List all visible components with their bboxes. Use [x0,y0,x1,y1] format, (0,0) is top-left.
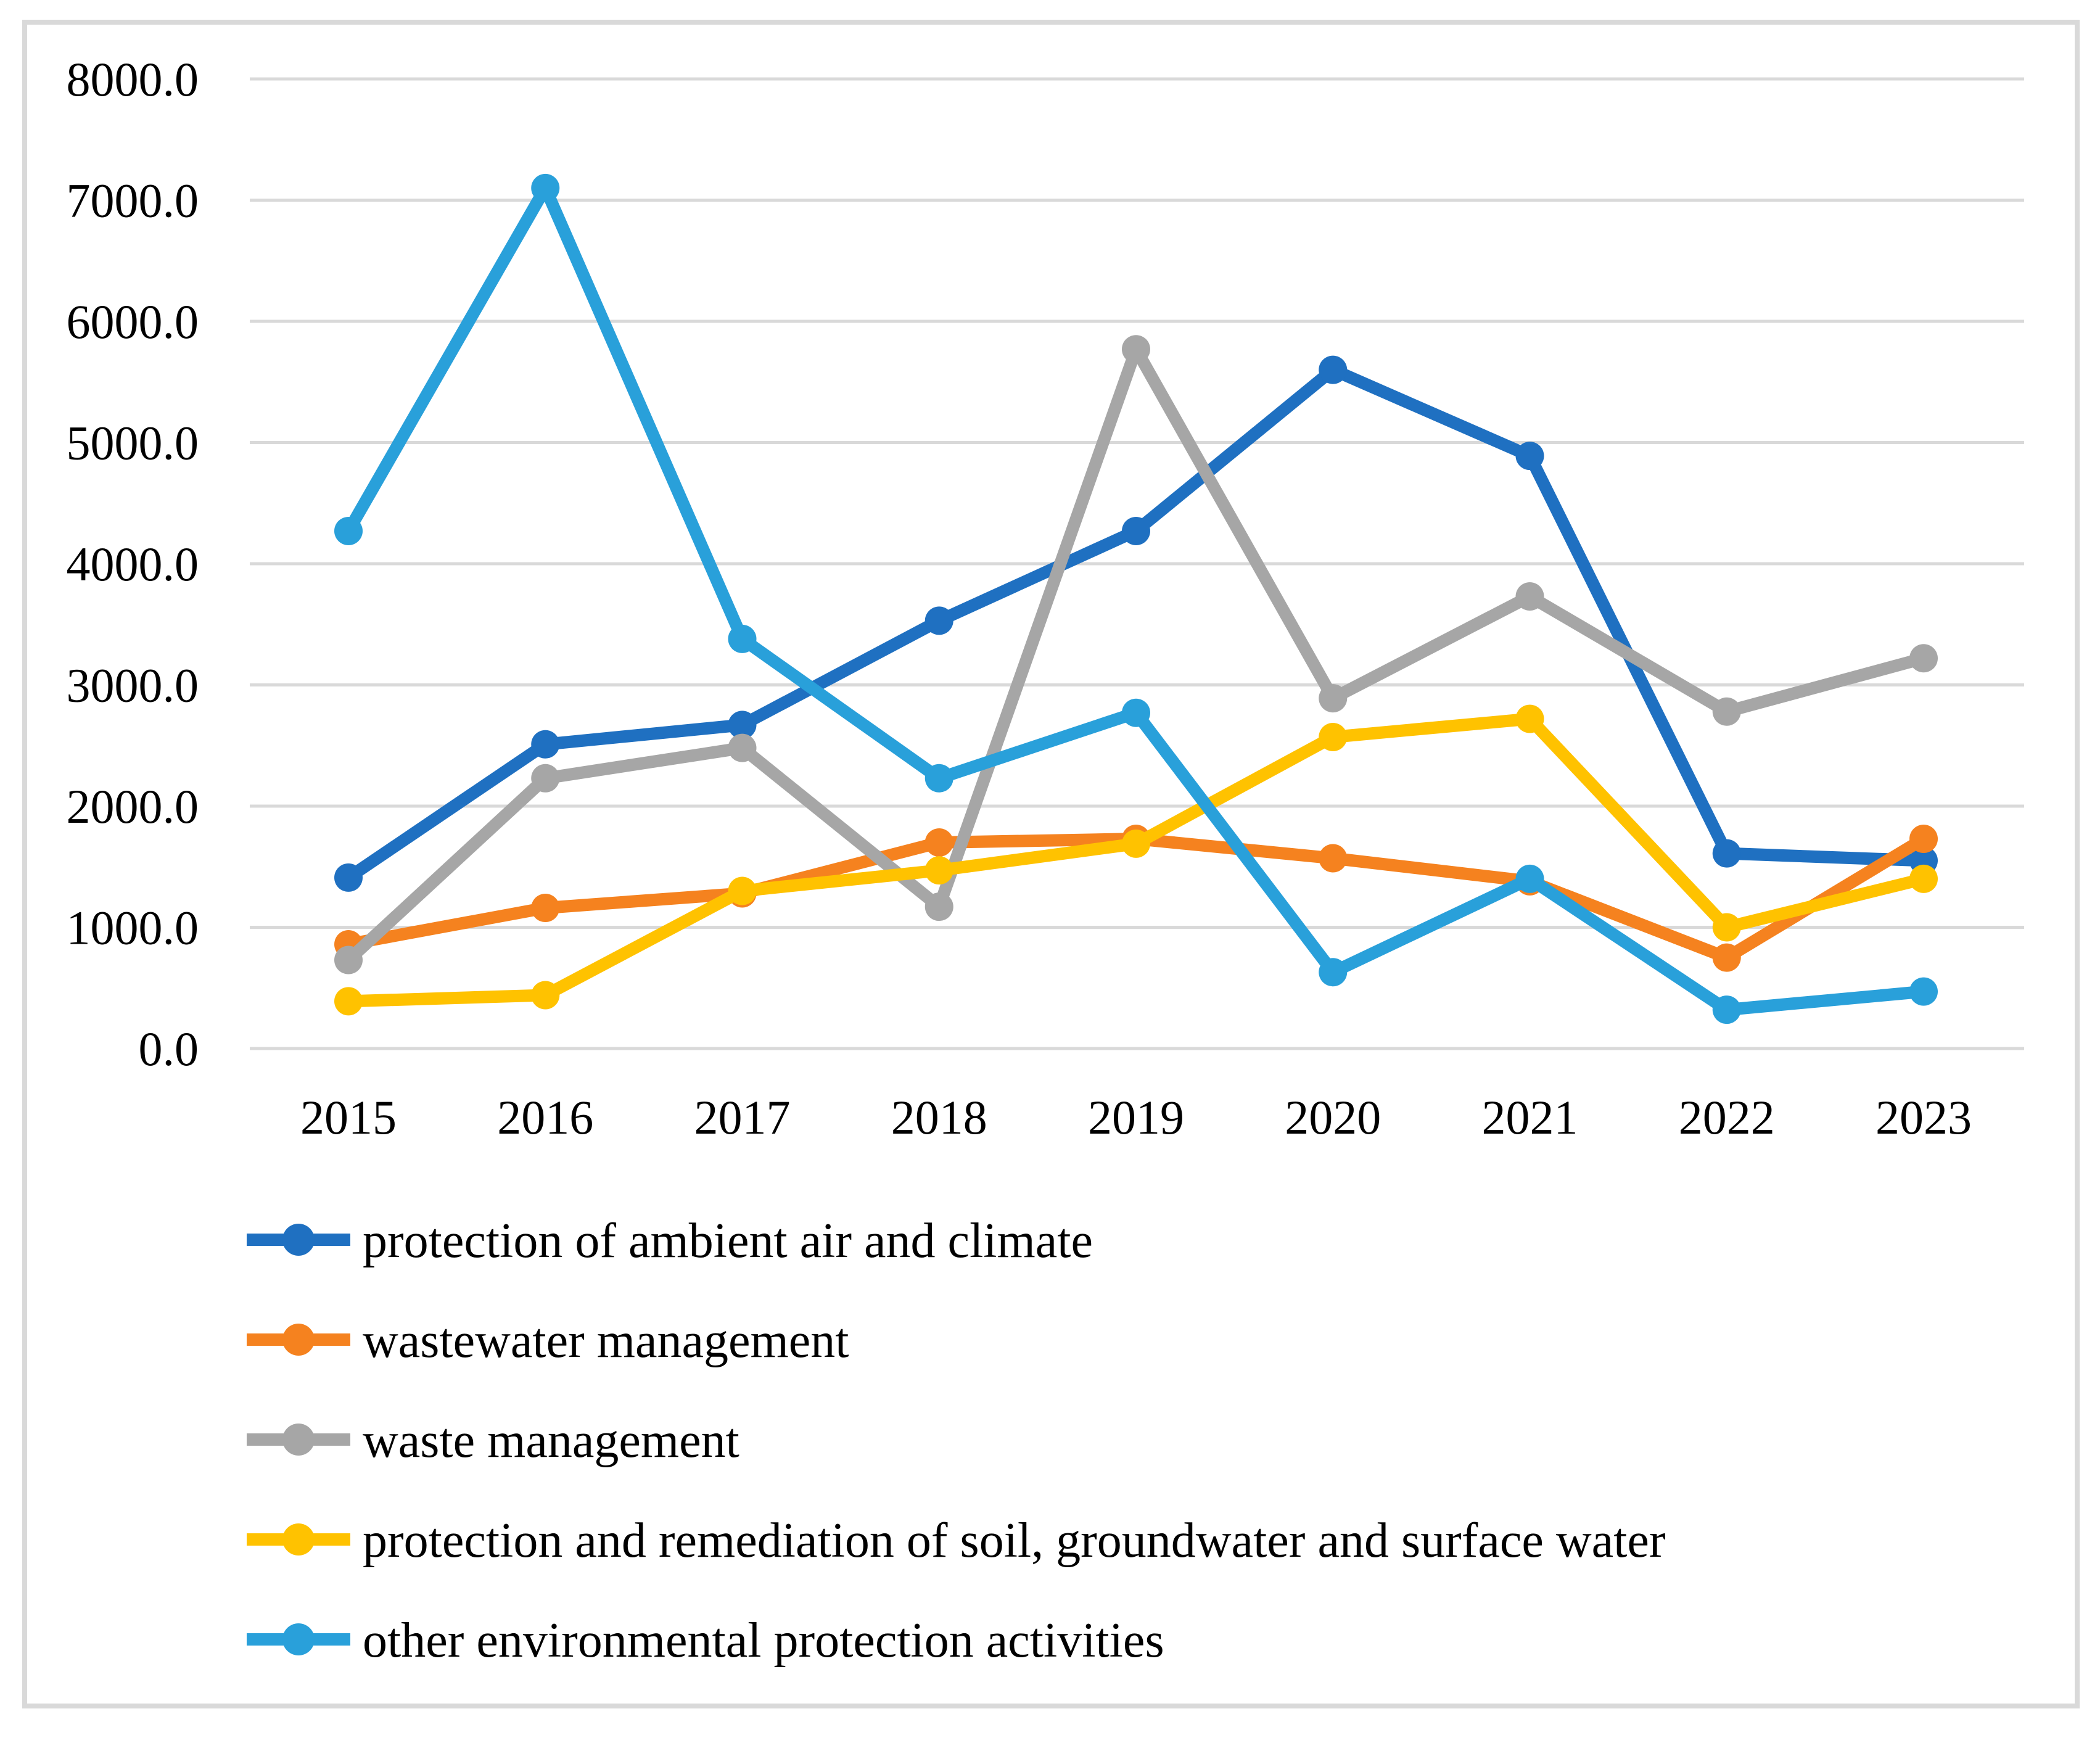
data-point-other-environmental-protection-activities-2021 [1515,864,1544,893]
data-point-other-environmental-protection-activities-2017 [728,624,757,653]
y-axis-tick-label: 8000.0 [67,52,199,106]
data-point-soil-groundwater-surface-water-2019 [1122,829,1150,858]
x-axis-label-2021: 2021 [1482,1090,1578,1144]
data-point-waste-management-2022 [1712,697,1741,726]
legend-item-soil-groundwater-surface-water: protection and remediation of soil, grou… [247,1514,1666,1568]
data-point-soil-groundwater-surface-water-2021 [1515,704,1544,733]
data-point-waste-management-2020 [1319,684,1348,713]
y-axis-tick-label: 5000.0 [67,416,199,470]
legend-label-ambient-air-and-climate: protection of ambient air and climate [363,1214,1093,1268]
x-axis-label-2022: 2022 [1679,1090,1775,1144]
y-axis-tick-label: 2000.0 [67,780,199,833]
data-point-waste-management-2018 [924,892,953,921]
data-point-soil-groundwater-surface-water-2023 [1909,864,1938,893]
legend-marker-dot-wastewater-management [282,1324,315,1356]
data-point-other-environmental-protection-activities-2020 [1319,958,1348,987]
x-axis-label-2023: 2023 [1876,1090,1972,1144]
y-axis-tick-label: 0.0 [139,1022,199,1076]
data-point-wastewater-management-2018 [924,828,953,857]
data-point-other-environmental-protection-activities-2022 [1712,995,1741,1024]
legend-marker-dot-other-environmental-protection-activities [282,1623,315,1655]
y-axis-tick-label: 4000.0 [67,537,199,591]
y-axis-tick-label: 1000.0 [67,901,199,955]
x-axis-label-2017: 2017 [694,1090,791,1144]
legend-label-waste-management: waste management [363,1414,739,1468]
data-point-ambient-air-and-climate-2021 [1515,442,1544,471]
data-point-ambient-air-and-climate-2016 [531,730,560,759]
series-waste-management [334,335,1938,975]
legend-item-wastewater-management: wastewater management [247,1314,849,1368]
x-axis-label-2019: 2019 [1088,1090,1184,1144]
data-point-waste-management-2016 [531,764,560,793]
data-point-waste-management-2021 [1515,582,1544,611]
y-axis-tick-label: 6000.0 [67,295,199,348]
legend-item-waste-management: waste management [247,1414,739,1468]
legend-marker-dot-waste-management [282,1424,315,1456]
data-point-other-environmental-protection-activities-2016 [531,173,560,202]
data-point-other-environmental-protection-activities-2023 [1909,977,1938,1006]
data-point-waste-management-2017 [728,733,757,762]
legend-label-wastewater-management: wastewater management [363,1314,849,1368]
data-point-other-environmental-protection-activities-2019 [1122,698,1150,727]
y-axis-tick-labels: 8000.0 7000.0 6000.0 5000.0 4000.0 3000.0 2000… [67,52,199,1076]
legend: protection of ambient air and climate was… [247,1214,1666,1668]
data-point-waste-management-2019 [1122,335,1150,364]
data-point-waste-management-2015 [334,946,363,975]
data-point-wastewater-management-2022 [1712,943,1741,972]
x-axis-labels: 2015 2016 2017 2018 2019 2020 2021 2022 2023 [300,1090,1972,1144]
data-point-other-environmental-protection-activities-2015 [334,516,363,545]
legend-label-soil-groundwater-surface-water: protection and remediation of soil, grou… [363,1514,1666,1568]
data-point-wastewater-management-2023 [1909,825,1938,854]
gridlines [250,77,2024,1050]
data-point-soil-groundwater-surface-water-2016 [531,981,560,1010]
legend-item-ambient-air-and-climate: protection of ambient air and climate [247,1214,1093,1268]
data-point-wastewater-management-2016 [531,894,560,923]
x-axis-label-2018: 2018 [891,1090,987,1144]
data-point-waste-management-2023 [1909,644,1938,673]
data-point-other-environmental-protection-activities-2018 [924,764,953,793]
data-point-ambient-air-and-climate-2017 [728,711,757,740]
y-axis-tick-label: 3000.0 [67,659,199,712]
x-axis-label-2015: 2015 [300,1090,397,1144]
legend-marker-dot-soil-groundwater-surface-water [282,1523,315,1556]
series-ambient-air-and-climate [334,355,1938,892]
data-point-ambient-air-and-climate-2020 [1319,355,1348,384]
series-other-environmental-protection-activities [334,173,1938,1024]
data-point-ambient-air-and-climate-2015 [334,863,363,892]
legend-label-other-environmental-protection-activities: other environmental protection activitie… [363,1613,1164,1668]
data-point-soil-groundwater-surface-water-2022 [1712,913,1741,942]
legend-marker-dot-ambient-air-and-climate [282,1224,315,1256]
y-axis-tick-label: 7000.0 [67,174,199,228]
data-point-soil-groundwater-surface-water-2020 [1319,722,1348,751]
data-point-wastewater-management-2020 [1319,844,1348,873]
x-axis-label-2016: 2016 [497,1090,593,1144]
data-point-ambient-air-and-climate-2019 [1122,516,1150,545]
data-point-ambient-air-and-climate-2018 [924,606,953,635]
data-point-soil-groundwater-surface-water-2018 [924,856,953,885]
data-point-ambient-air-and-climate-2022 [1712,839,1741,868]
data-point-soil-groundwater-surface-water-2015 [334,987,363,1016]
chart-frame-border [22,20,2080,1708]
x-axis-label-2020: 2020 [1285,1090,1381,1144]
data-point-soil-groundwater-surface-water-2017 [728,876,757,905]
legend-item-other-environmental-protection-activities: other environmental protection activitie… [247,1613,1164,1668]
series-soil-groundwater-surface-water [334,704,1938,1016]
